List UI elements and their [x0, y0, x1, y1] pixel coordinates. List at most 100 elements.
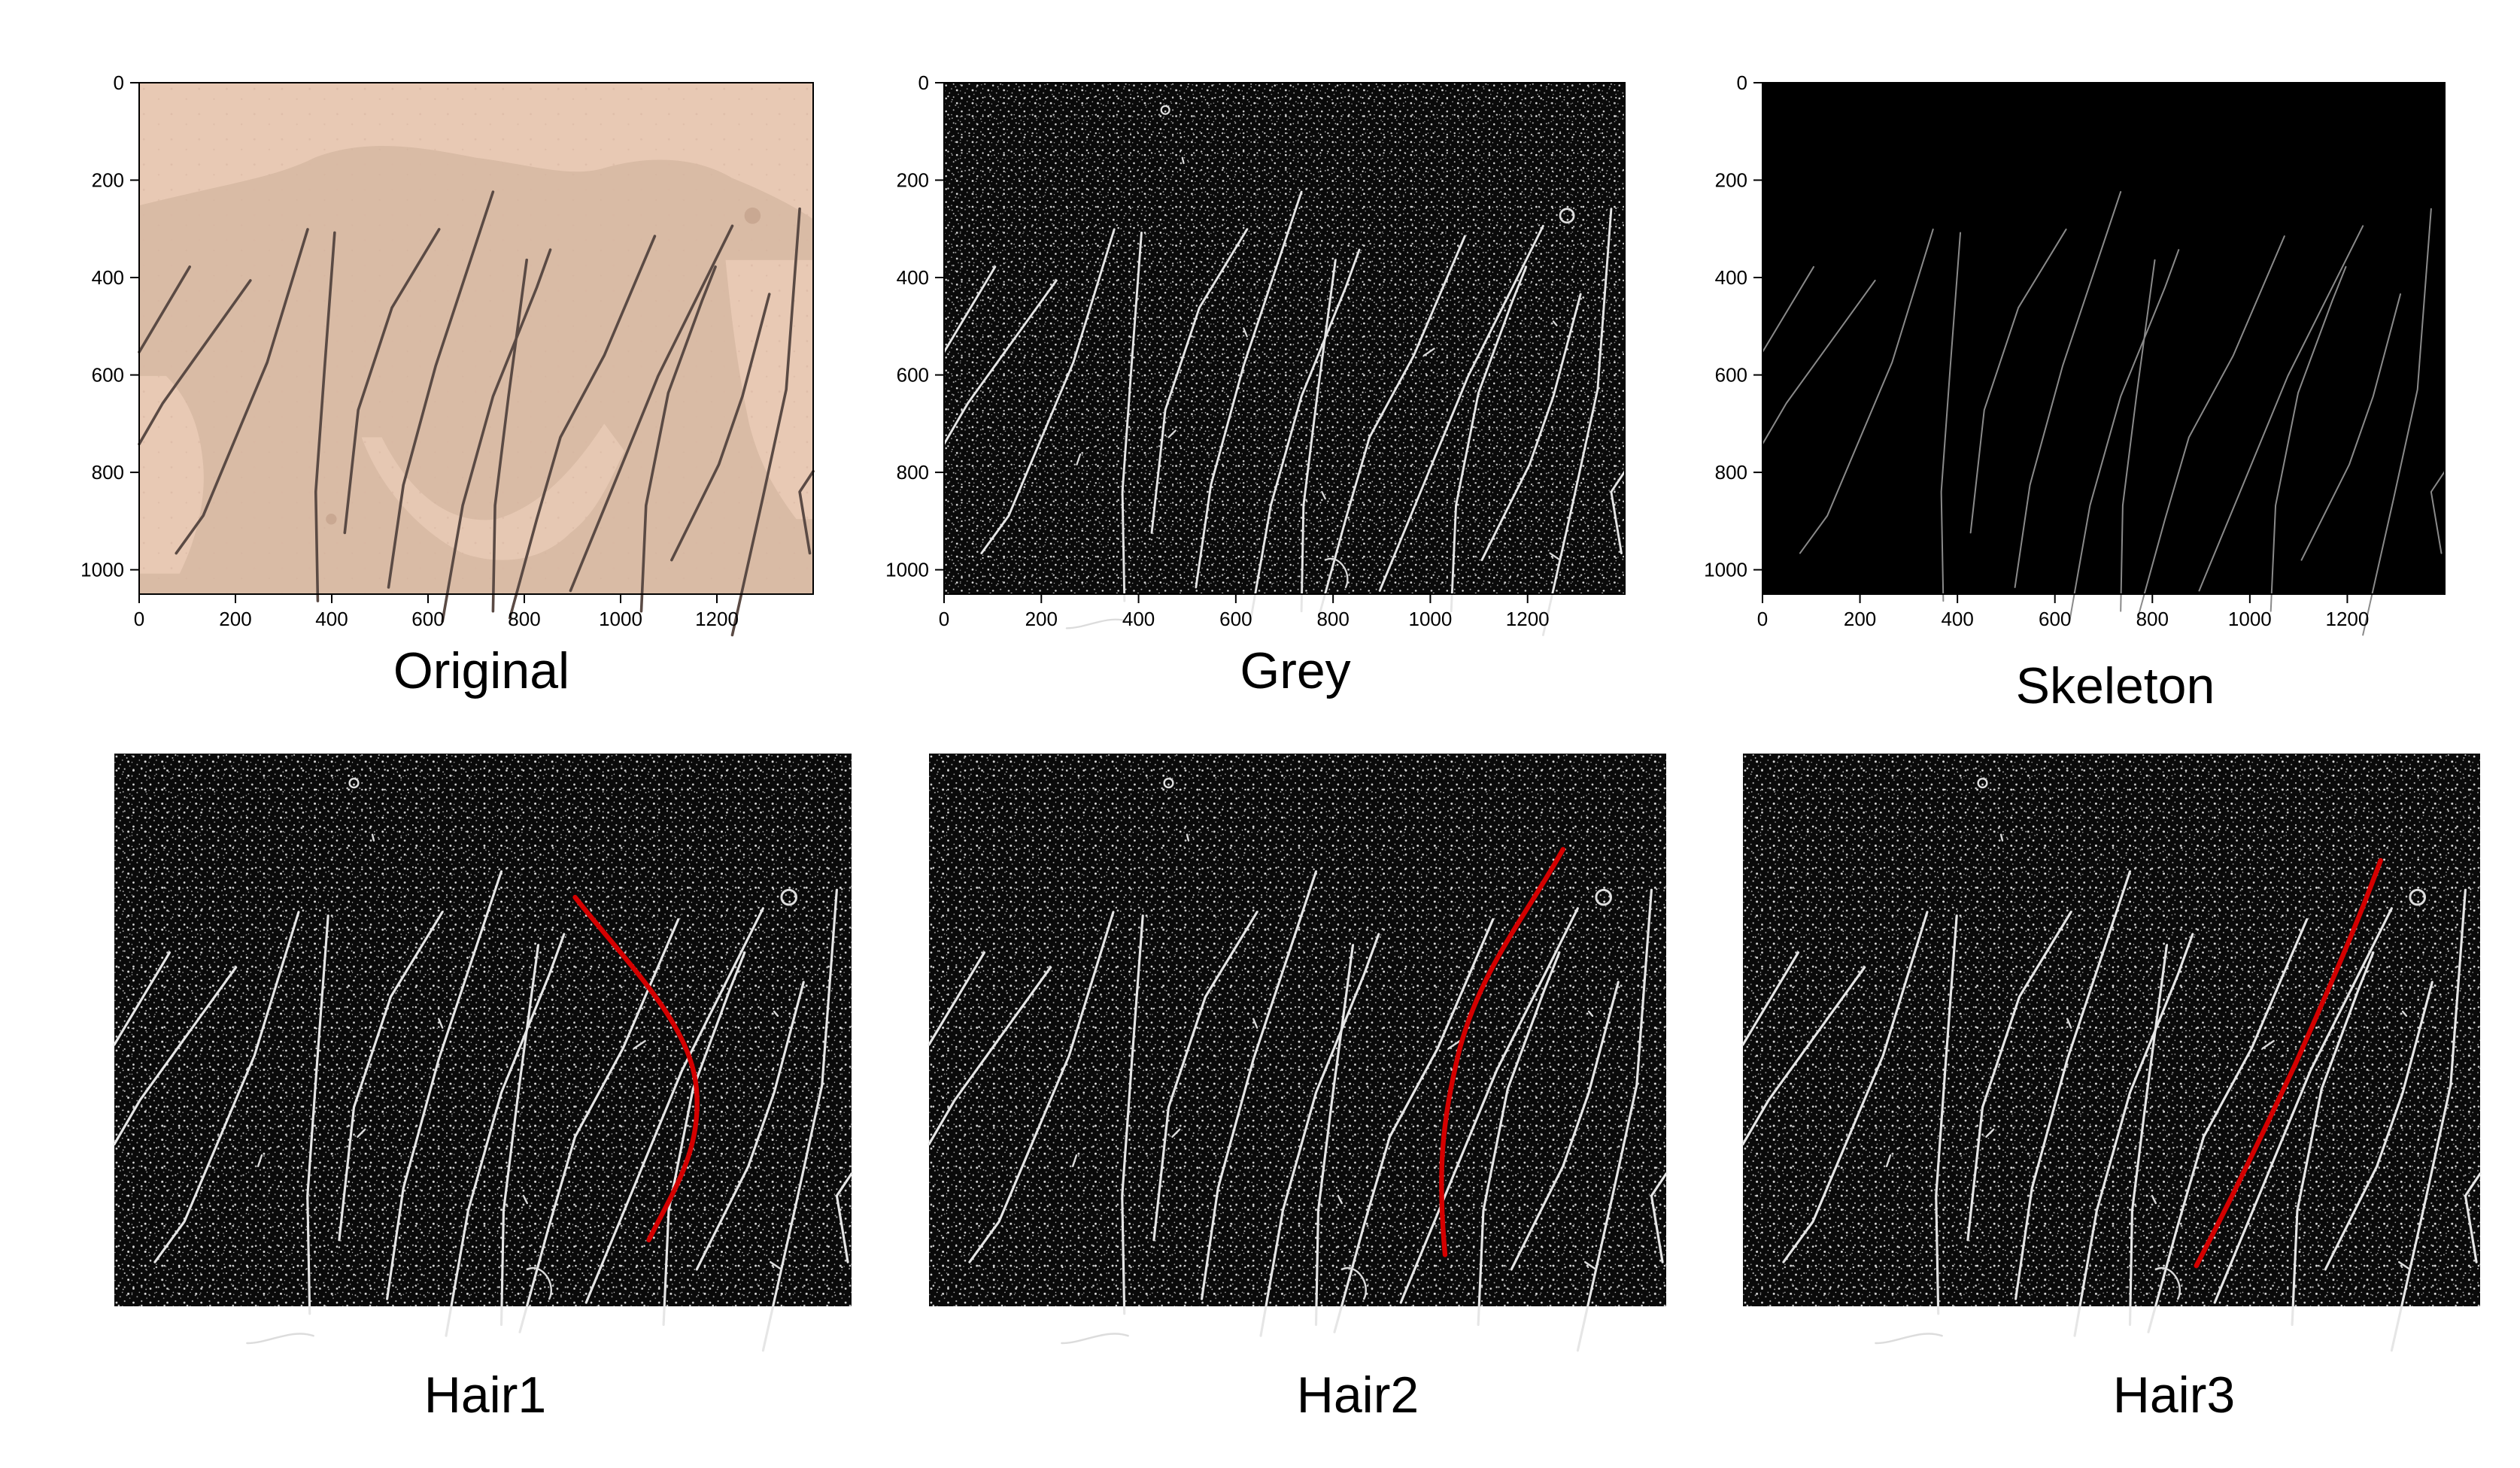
panel-image [1741, 754, 2482, 1352]
x-tick-label: 600 [1219, 608, 1252, 630]
hair-strand [2120, 259, 2156, 612]
x-tick-label: 800 [2136, 608, 2169, 630]
panel-skeleton: 0 200 400 600 800 1000 1200 0 200 400 600 800 1000 Sk… [1704, 71, 2446, 714]
y-tick-label: 400 [1715, 266, 1747, 289]
speck [1171, 1128, 1181, 1138]
speck [1337, 1194, 1343, 1205]
hair-strand [2300, 293, 2402, 561]
speck [1583, 1260, 1598, 1271]
speck [1181, 156, 1185, 165]
hair-strand [928, 966, 1052, 1145]
speck [1324, 557, 1349, 589]
hair-strand [2464, 1172, 2482, 1263]
hair-strand [1799, 228, 1934, 554]
artifact-ring [1595, 888, 1612, 906]
hair-strand [1333, 918, 1495, 1333]
hair-strand [1378, 224, 1544, 592]
hair-strand [306, 914, 329, 1315]
hair-strand [1150, 228, 1249, 534]
hair-strand [153, 911, 300, 1263]
hair-strand [730, 207, 801, 637]
speck [1549, 552, 1562, 561]
speck [2397, 1260, 2412, 1271]
noise-texture [114, 754, 852, 1306]
speck [1252, 1018, 1258, 1029]
speck [1076, 453, 1082, 466]
y-tick-label: 600 [92, 364, 124, 387]
x-axis: 0 200 400 600 800 1000 1200 [134, 594, 739, 630]
speck [2261, 1039, 2275, 1050]
speck [437, 1018, 444, 1029]
speck [633, 1039, 646, 1050]
speck [1167, 429, 1177, 438]
y-tick-label: 1000 [885, 559, 929, 581]
hair-strand [441, 248, 552, 623]
noise-texture [1743, 754, 2480, 1306]
panel-image-background [1762, 83, 2445, 594]
y-tick-label: 1000 [80, 559, 124, 581]
x-tick-label: 400 [1941, 608, 1973, 630]
hair-strand [1195, 190, 1303, 589]
panel-original: 0 200 400 600 800 1000 1200 0 200 400 600 800 1000 Or… [80, 71, 815, 699]
panel-hair1: Hair1 [113, 754, 853, 1424]
speck [773, 1010, 779, 1018]
hair-strand [343, 228, 441, 535]
hair-strand [584, 907, 764, 1304]
y-tick-label: 800 [1715, 461, 1747, 484]
x-tick-label: 800 [1316, 608, 1349, 630]
hair-strand [2390, 888, 2467, 1352]
y-axis: 0 200 400 600 800 1000 [80, 71, 139, 581]
axes-frame [943, 82, 1626, 595]
hair-strand [1152, 911, 1258, 1242]
x-tick-label: 800 [508, 608, 540, 630]
hair-strand [314, 231, 336, 602]
speck [246, 1333, 314, 1345]
panel-image [1762, 191, 2446, 636]
hair-strand [695, 981, 805, 1271]
speck [1552, 320, 1558, 326]
hair-strand [943, 279, 1058, 445]
hair-strand [387, 190, 495, 589]
y-tick-label: 0 [918, 71, 929, 94]
skin-spot [744, 207, 761, 224]
panel-title: Hair3 [2113, 1366, 2236, 1424]
x-tick-label: 0 [939, 608, 949, 630]
hair-strand [1610, 470, 1626, 555]
artifact-ring [1559, 208, 1575, 224]
highlighted-hair [1439, 847, 1565, 1257]
x-tick-label: 400 [1122, 608, 1155, 630]
speck [526, 1266, 552, 1300]
hair-strand [2198, 225, 2364, 592]
speck [1340, 1266, 1367, 1300]
highlighted-hair [2194, 857, 2383, 1269]
speck [1243, 327, 1248, 338]
axes-frame [138, 82, 814, 595]
hair-strand [445, 933, 566, 1337]
speck [371, 833, 375, 842]
hair-strand [338, 911, 444, 1242]
x-tick-label: 1200 [695, 608, 739, 630]
x-tick-label: 1000 [599, 608, 642, 630]
hair-strand [1576, 888, 1653, 1352]
hair-strand [980, 228, 1116, 555]
x-tick-label: 1000 [1409, 608, 1453, 630]
hair-strand [518, 918, 680, 1333]
x-tick-label: 0 [1757, 608, 1768, 630]
y-tick-label: 0 [114, 71, 124, 94]
y-axis: 0 200 400 600 800 1000 [885, 71, 944, 581]
speck [1071, 1154, 1078, 1168]
panels-root: 0 200 400 600 800 1000 1200 0 200 400 600 800 1000 Or… [80, 71, 2482, 1424]
hair-strand [1762, 265, 1815, 353]
hair-strand [1935, 914, 1958, 1315]
speck [257, 1154, 263, 1168]
x-tick-label: 0 [134, 608, 144, 630]
speck [2066, 1018, 2072, 1029]
hair-strand [1477, 951, 1561, 1327]
artifact-ring [1163, 778, 1174, 789]
panel-hair2: Hair2 [928, 754, 1668, 1424]
hair-strand [1966, 911, 2072, 1242]
hair-strand [1300, 259, 1337, 613]
y-tick-label: 800 [897, 461, 929, 484]
panel-title: Hair1 [424, 1366, 547, 1424]
